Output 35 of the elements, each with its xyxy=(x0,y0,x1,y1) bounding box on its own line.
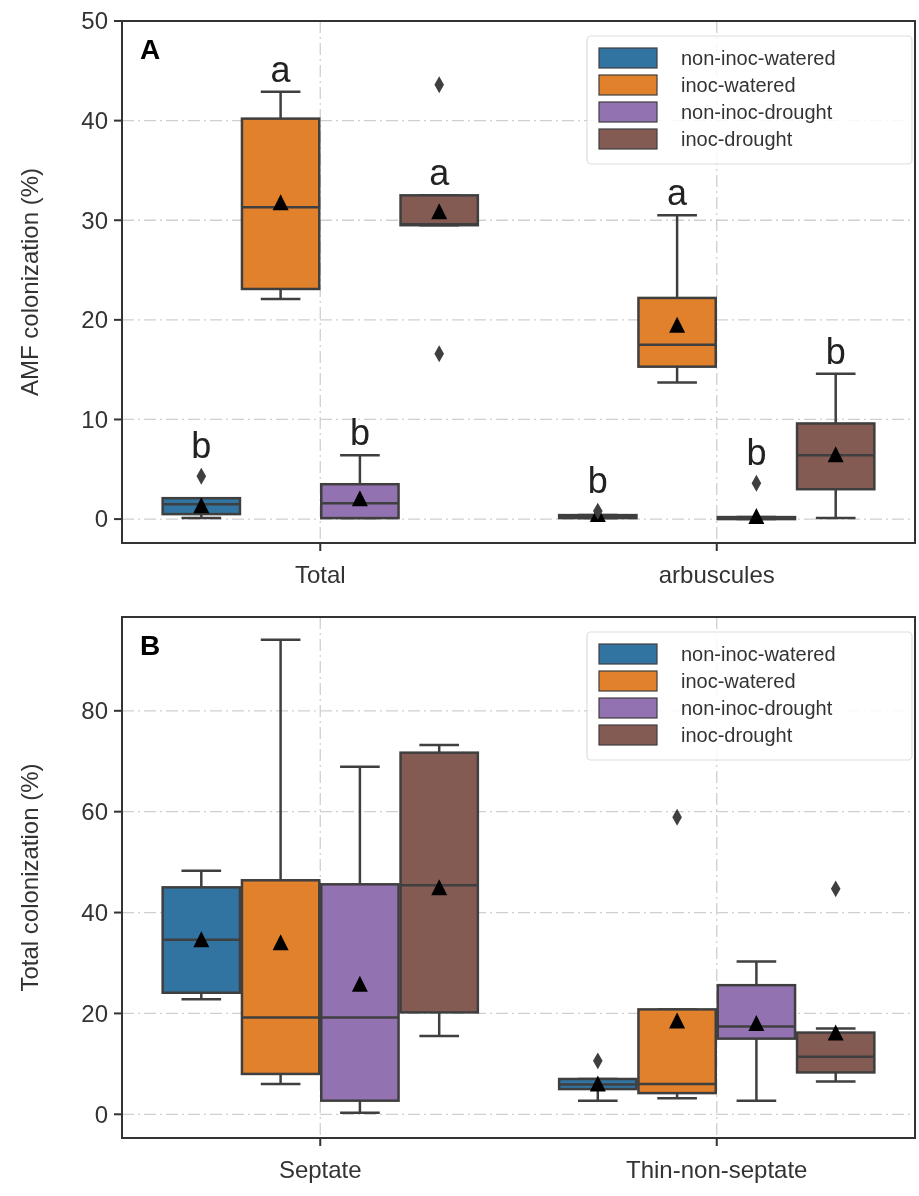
legend-label: inoc-drought xyxy=(681,724,793,746)
legend-label: inoc-watered xyxy=(681,74,796,96)
legend-label: non-inoc-watered xyxy=(681,643,836,665)
y-tick-label: 0 xyxy=(94,505,108,533)
x-tick-label: arbuscules xyxy=(658,561,775,588)
annotation: b xyxy=(587,460,608,502)
x-tick-label: Thin-non-septate xyxy=(626,1156,808,1183)
x-tick-label: Septate xyxy=(278,1156,362,1183)
legend-label: inoc-watered xyxy=(681,670,796,692)
annotation: a xyxy=(429,152,451,194)
y-tick-label: 20 xyxy=(81,999,108,1027)
legend-label: non-inoc-drought xyxy=(681,697,833,719)
y-tick-label: 80 xyxy=(81,697,108,725)
annotation: a xyxy=(667,172,689,214)
y-tick-label: 60 xyxy=(81,798,108,826)
y-tick-label: 0 xyxy=(94,1100,108,1128)
annotation: b xyxy=(191,425,212,467)
text: B xyxy=(140,630,161,661)
y-axis-title: AMF colonization (%) xyxy=(16,167,43,397)
y-tick-label: 50 xyxy=(81,7,108,35)
legend-label: inoc-drought xyxy=(681,128,793,150)
y-tick-label: 40 xyxy=(81,107,108,135)
y-tick-label: 40 xyxy=(81,898,108,926)
x-tick-label: Total xyxy=(294,561,346,588)
annotation: b xyxy=(746,432,767,474)
legend-label: non-inoc-watered xyxy=(681,47,836,69)
y-tick-label: 20 xyxy=(81,306,108,334)
annotation: b xyxy=(825,330,846,372)
annotation: a xyxy=(270,48,292,90)
text: A xyxy=(140,34,161,65)
annotation: b xyxy=(349,412,370,454)
y-tick-label: 30 xyxy=(81,206,108,234)
y-tick-label: 10 xyxy=(81,405,108,433)
legend-label: non-inoc-drought xyxy=(681,101,833,123)
y-axis-title: Total colonization (%) xyxy=(16,763,43,992)
